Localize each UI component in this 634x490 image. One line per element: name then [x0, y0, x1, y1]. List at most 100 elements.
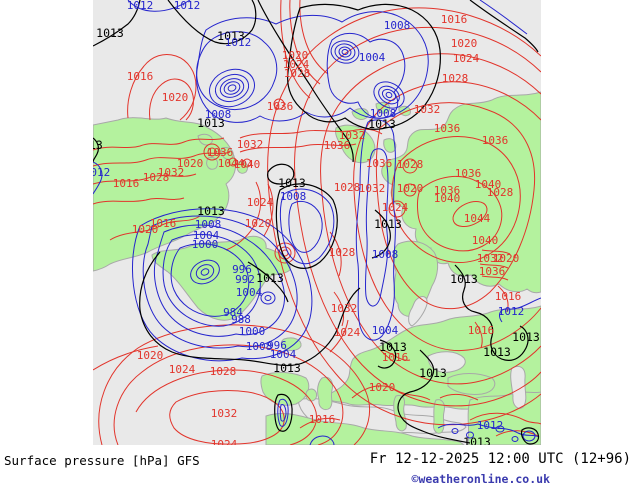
- pressure-label: 1040: [234, 158, 261, 171]
- pressure-label: 1016: [495, 290, 522, 303]
- pressure-label: 1032: [211, 407, 238, 420]
- pressure-label: 1013: [374, 217, 402, 231]
- pressure-label: 1016: [441, 13, 468, 26]
- pressure-label: 1004: [270, 348, 297, 361]
- pressure-label: 992: [235, 273, 255, 286]
- pressure-label: 1016: [127, 70, 154, 83]
- pressure-label: 1008: [372, 248, 399, 261]
- pressure-label: 1013: [96, 26, 124, 40]
- pressure-label: 1013: [379, 340, 407, 354]
- pressure-label: 1013: [483, 345, 511, 359]
- pressure-label: 996: [232, 263, 252, 276]
- pressure-label: 1032: [331, 302, 358, 315]
- pressure-label: 1020: [132, 223, 159, 236]
- pressure-label: 1008: [246, 340, 273, 353]
- credit-link[interactable]: ©weatheronline.co.uk: [411, 472, 550, 486]
- pressure-label: 1012: [84, 166, 111, 179]
- pressure-label: 1024: [211, 438, 238, 451]
- pressure-label: 1016: [113, 177, 140, 190]
- land-arctic-island: [206, 157, 219, 170]
- pressure-label: 1000: [239, 325, 266, 338]
- pressure-label: 1028: [334, 181, 361, 194]
- pressure-label: 1020: [162, 91, 189, 104]
- pressure-label: 1032: [339, 129, 366, 142]
- pressure-label: 1024: [247, 196, 274, 209]
- pressure-label: 1013: [273, 361, 301, 375]
- land-iberia: [260, 371, 310, 406]
- map-title-text: Surface pressure [hPa]: [4, 453, 170, 468]
- pressure-label: 1004: [236, 286, 263, 299]
- pressure-label: 1040: [434, 192, 461, 205]
- land-north-america: [93, 117, 237, 272]
- pressure-label: 1028: [329, 246, 356, 259]
- pressure-label: 1028: [143, 171, 170, 184]
- pressure-label: 1020: [369, 381, 396, 394]
- pressure-label: 1012: [498, 305, 525, 318]
- pressure-label: 1036: [482, 134, 509, 147]
- pressure-label: 1004: [359, 51, 386, 64]
- pressure-label: 1013: [463, 435, 491, 449]
- pressure-label: 1016: [150, 217, 177, 230]
- pressure-label: 1036: [267, 100, 294, 113]
- pressure-label: 1024: [169, 363, 196, 376]
- pressure-label: 1020: [177, 157, 204, 170]
- land-iceland: [280, 337, 302, 351]
- map-title: Surface pressure [hPa] GFS: [4, 453, 200, 468]
- pressure-label: 1040: [472, 234, 499, 247]
- pressure-label: 1013: [217, 29, 245, 43]
- pressure-label: 1032: [237, 138, 264, 151]
- pressure-label: 1020: [451, 37, 478, 50]
- pressure-label: 1012: [225, 36, 252, 49]
- land-turkey: [447, 373, 496, 395]
- pressure-label: 1004: [372, 324, 399, 337]
- sea-baltic: [408, 296, 428, 327]
- pressure-label: 996: [267, 339, 287, 352]
- pressure-label: 1016: [309, 413, 336, 426]
- pressure-label: 1036: [324, 139, 351, 152]
- pressure-label: 1013: [450, 272, 478, 286]
- pressure-label: 1013: [75, 138, 103, 152]
- pressure-label: 1013: [278, 176, 306, 190]
- pressure-label: 1024: [334, 326, 361, 339]
- pressure-label: 1008: [280, 190, 307, 203]
- pressure-label: 1040: [475, 178, 502, 191]
- pressure-label: 1008: [195, 218, 222, 231]
- pressure-label: 1013: [512, 330, 540, 344]
- pressure-label: 1020: [137, 349, 164, 362]
- pressure-label: 1020: [245, 217, 272, 230]
- pressure-label: 1036: [366, 157, 393, 170]
- pressure-label: 1013: [368, 117, 396, 131]
- sea-black-sea: [427, 351, 466, 373]
- pressure-label: 1012: [477, 419, 504, 432]
- pressure-label: 1013: [197, 204, 225, 218]
- pressure-label: 1016: [468, 324, 495, 337]
- model-name: GFS: [177, 453, 200, 468]
- pressure-label: 1012: [127, 0, 154, 12]
- pressure-label: 1032: [414, 103, 441, 116]
- pressure-label: 1032: [158, 166, 185, 179]
- pressure-label: 988: [231, 313, 251, 326]
- isobars-blue-layer: [93, 0, 541, 445]
- pressure-label: 1013: [419, 366, 447, 380]
- pressure-label: 1013: [256, 271, 284, 285]
- pressure-label: 1028: [397, 158, 424, 171]
- pressure-label: 1044: [218, 157, 245, 170]
- pressure-label: 984: [223, 306, 243, 319]
- pressure-label: 1028: [284, 67, 311, 80]
- pressure-label: 1004: [193, 229, 220, 242]
- pressure-label: 1036: [207, 146, 234, 159]
- pressure-label: 1028: [487, 186, 514, 199]
- pressure-label: 1008: [384, 19, 411, 32]
- pressure-label: 1024: [283, 58, 310, 71]
- pressure-label: 1008: [205, 108, 232, 121]
- pressure-label: 1036: [434, 184, 461, 197]
- pressure-label: 1012: [174, 0, 201, 12]
- pressure-label: 1036: [434, 122, 461, 135]
- pressure-label: 1020: [282, 49, 309, 62]
- pressure-label: 1000: [192, 238, 219, 251]
- land-italy: [393, 395, 407, 432]
- sea-caspian: [510, 365, 527, 409]
